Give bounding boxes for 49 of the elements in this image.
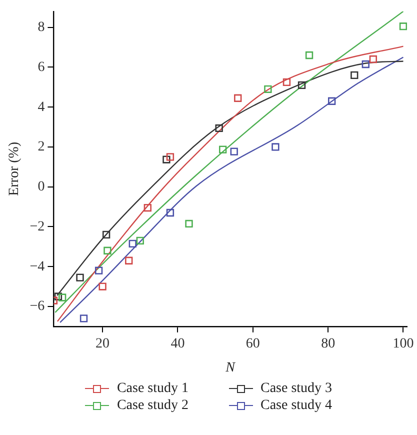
point [399,22,407,30]
point [350,71,358,80]
point [94,266,103,274]
point [234,94,242,102]
x-tick-label: 40 [170,336,185,352]
point [230,148,238,156]
point [58,294,66,302]
legend-label: Case study 1 [116,380,188,396]
point [272,143,280,151]
point [369,55,378,64]
point [166,208,174,217]
y-tick-label: 4 [38,100,45,115]
point [128,240,136,248]
point [282,78,291,86]
point [305,51,314,60]
point [125,256,133,264]
x-tick-label: 60 [246,336,260,352]
point [98,282,106,290]
point [185,220,193,228]
point [362,60,370,68]
legend-label: Case study 3 [260,380,332,396]
point [136,236,144,245]
y-tick-label: 6 [38,60,45,75]
y-tick-label: −2 [30,219,45,234]
point [104,246,112,254]
point [219,146,227,154]
point [102,230,110,239]
point [162,156,170,164]
y-tick-label: −6 [30,299,45,314]
y-tick-label: 8 [38,20,45,36]
y-axis-title: Error (%) [7,142,22,196]
y-tick-label: 0 [38,180,45,195]
x-axis-title: N [224,360,236,376]
y-tick-label: −4 [30,259,45,274]
y-tick-label: 2 [38,140,45,155]
point [328,97,336,105]
legend-label: Case study 2 [116,398,188,414]
point [54,292,62,300]
point [215,124,223,132]
point [144,204,152,212]
x-tick-label: 20 [96,336,110,352]
x-tick-label: 80 [321,336,336,352]
legend-label: Case study 4 [260,398,332,414]
point [298,81,306,89]
point [264,85,272,93]
x-tick-label: 100 [392,336,414,352]
point [76,274,84,282]
point [80,314,88,322]
point [166,153,174,161]
